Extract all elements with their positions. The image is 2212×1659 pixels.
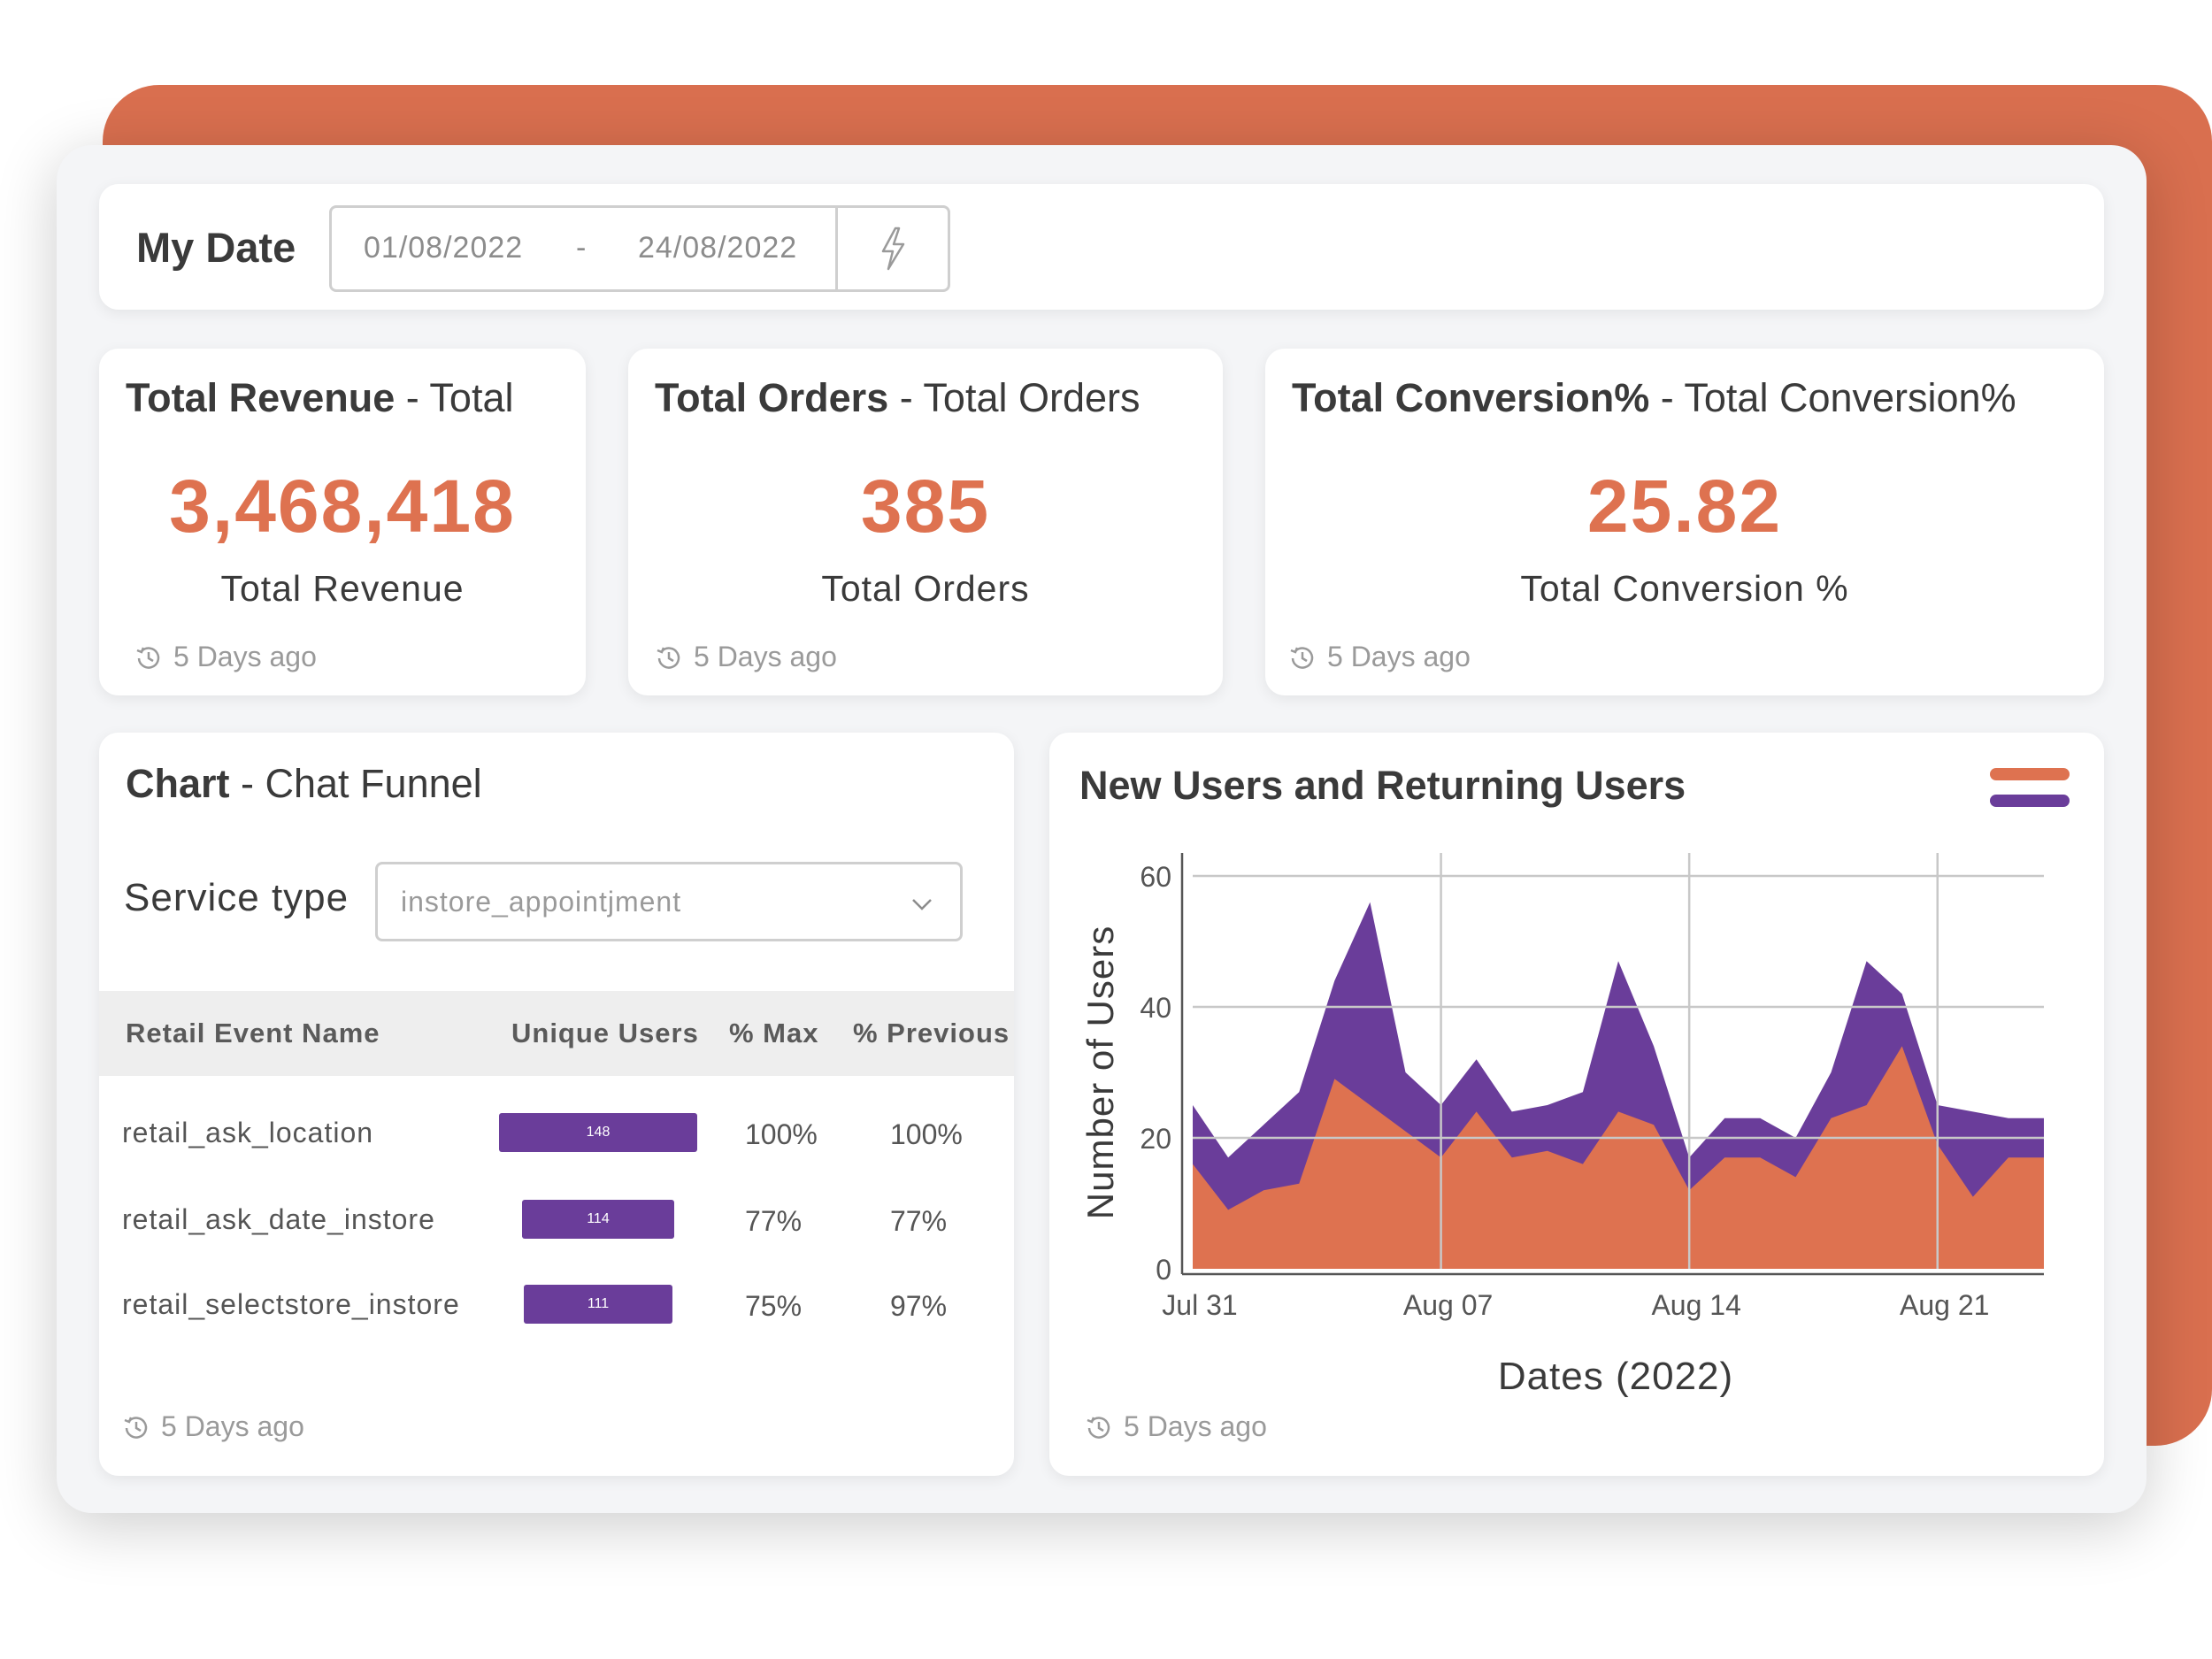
kpi-title: Total Orders - Total Orders [655,375,1141,421]
pct-previous-cell: 77% [890,1205,948,1237]
kpi-card-conversion: Total Conversion% - Total Conversion% 25… [1265,349,2104,695]
unique-users-bar-track: 148 [499,1113,697,1156]
pct-previous-cell: 100% [890,1118,963,1150]
funnel-title-sub: - Chat Funnel [229,761,482,806]
unique-users-bar: 114 [521,1200,675,1239]
updated-text: 5 Days ago [173,641,317,672]
unique-users-bar-track: 114 [499,1200,697,1242]
x-axis-title: Dates (2022) [1498,1355,1733,1398]
updated-time: 5 Days ago [655,641,837,673]
date-filter-label: My Date [136,224,296,271]
kpi-title-sub: - Total Orders [888,375,1141,420]
kpi-label: Total Revenue [220,568,465,609]
updated-time: 5 Days ago [122,1410,304,1443]
kpi-title: Total Conversion% - Total Conversion% [1292,375,2016,421]
updated-text: 5 Days ago [1124,1410,1267,1442]
kpi-title-sub: - Total [395,375,514,420]
chart-title: New Users and Returning Users [1079,763,1686,808]
history-icon [657,646,680,669]
history-icon [1290,646,1314,669]
history-icon [136,646,160,669]
updated-time: 5 Days ago [1288,641,1471,673]
date-filter-card: My Date 01/08/2022 - 24/08/2022 [99,184,2104,310]
chevron-down-icon [912,899,932,910]
chat-funnel-card: Chart - Chat Funnel Service type instore… [99,733,1014,1476]
service-type-value: instore_appointjment [401,886,682,918]
kpi-value: 3,468,418 [169,465,516,548]
date-range-picker[interactable]: 01/08/2022 - 24/08/2022 [329,205,950,292]
x-tick-label: Aug 21 [1900,1289,1989,1321]
kpi-title-main: Total Revenue [126,375,396,420]
event-name-cell: retail_selectstore_instore [122,1288,460,1320]
kpi-title-main: Total Orders [655,375,889,420]
y-tick-label: 0 [1156,1254,1171,1286]
funnel-table-header: Retail Event Name Unique Users % Max % P… [99,991,1014,1076]
y-axis-title: Number of Users [1079,926,1121,1219]
y-tick-label: 40 [1140,992,1171,1024]
lightning-icon [881,227,905,271]
series-area-new [1193,1046,2044,1269]
pct-max-cell: 100% [745,1118,818,1150]
kpi-card-revenue: Total Revenue - Total 3,468,418 Total Re… [99,349,586,695]
service-type-label: Service type [124,876,349,919]
kpi-value: 385 [860,465,991,548]
funnel-title: Chart - Chat Funnel [126,761,482,807]
unique-users-bar: 111 [524,1285,672,1324]
column-header-pct-max[interactable]: % Max [729,1018,819,1048]
apply-date-button[interactable] [835,208,948,289]
column-header-unique-users[interactable]: Unique Users [511,1018,699,1048]
y-tick-label: 60 [1140,861,1171,893]
updated-time: 5 Days ago [1085,1410,1267,1443]
pct-max-cell: 77% [745,1205,803,1237]
column-header-pct-previous[interactable]: % Previous [853,1018,1010,1048]
funnel-title-main: Chart [126,761,230,806]
kpi-label: Total Conversion % [1520,568,1849,609]
service-type-select[interactable]: instore_appointjment [375,862,963,941]
kpi-value: 25.82 [1586,465,1783,548]
date-to-field[interactable]: 24/08/2022 [638,231,798,265]
users-area-chart: 0 20 40 60 Jul 31 Aug 07 Aug 14 Aug 21 Dates (20… [1079,853,2044,1398]
unique-users-bar-track: 111 [499,1285,697,1327]
legend-swatch-new-users[interactable] [1990,768,2070,780]
date-separator: - [576,231,587,265]
kpi-label: Total Orders [821,568,1030,609]
updated-text: 5 Days ago [161,1410,304,1442]
event-name-cell: retail_ask_location [122,1117,374,1148]
pct-max-cell: 75% [745,1290,803,1322]
y-tick-label: 20 [1140,1123,1171,1155]
kpi-card-orders: Total Orders - Total Orders 385 Total Or… [628,349,1223,695]
x-tick-label: Aug 07 [1403,1289,1493,1321]
x-tick-label: Jul 31 [1162,1289,1237,1321]
table-row: retail_ask_date_instore 114 77% 77% [99,1187,1014,1258]
date-from-field[interactable]: 01/08/2022 [364,231,524,265]
event-name-cell: retail_ask_date_instore [122,1203,435,1235]
kpi-title: Total Revenue - Total [126,375,513,421]
updated-text: 5 Days ago [1327,641,1471,672]
history-icon [1087,1416,1110,1439]
updated-time: 5 Days ago [134,641,317,673]
updated-text: 5 Days ago [694,641,837,672]
history-icon [124,1416,148,1439]
kpi-title-sub: - Total Conversion% [1649,375,2016,420]
users-chart-card: New Users and Returning Users 0 20 40 60 Jul… [1049,733,2104,1476]
x-tick-label: Aug 14 [1651,1289,1740,1321]
legend-swatch-returning-users[interactable] [1990,795,2070,807]
column-header-event-name[interactable]: Retail Event Name [126,1018,380,1048]
pct-previous-cell: 97% [890,1290,948,1322]
table-row: retail_ask_location 148 100% 100% [99,1101,1014,1171]
kpi-title-main: Total Conversion% [1292,375,1650,420]
unique-users-bar: 148 [499,1113,697,1152]
table-row: retail_selectstore_instore 111 75% 97% [99,1272,1014,1343]
